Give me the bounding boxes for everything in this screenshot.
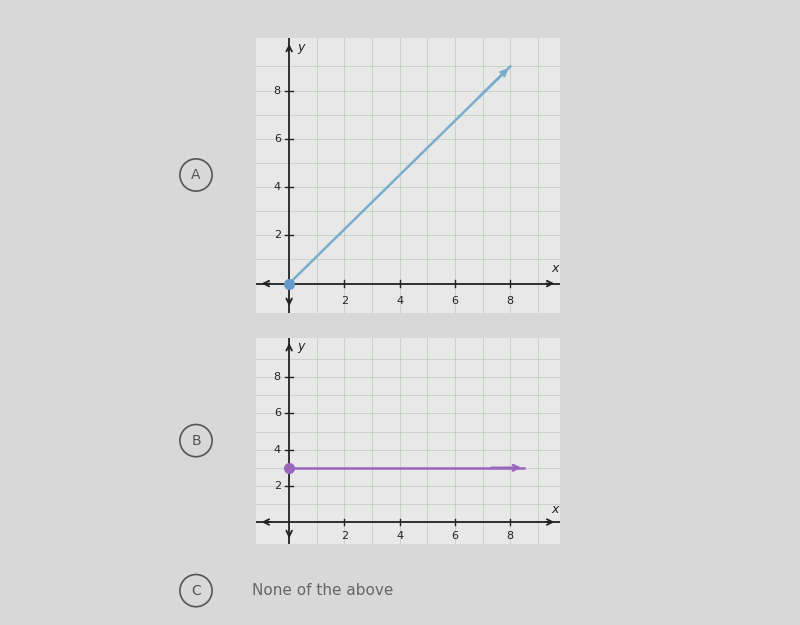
Text: 2: 2 — [274, 481, 281, 491]
Text: y: y — [298, 340, 305, 353]
Text: 4: 4 — [274, 444, 281, 454]
Text: 2: 2 — [274, 230, 281, 240]
Text: B: B — [191, 434, 201, 447]
Text: 6: 6 — [451, 296, 458, 306]
Text: 8: 8 — [506, 296, 514, 306]
Text: 8: 8 — [506, 531, 514, 541]
Text: x: x — [551, 262, 558, 275]
Text: 4: 4 — [274, 182, 281, 192]
Text: 2: 2 — [341, 296, 348, 306]
Text: 4: 4 — [396, 531, 403, 541]
Text: 8: 8 — [274, 86, 281, 96]
Text: C: C — [191, 584, 201, 598]
Text: 8: 8 — [274, 372, 281, 382]
Text: 6: 6 — [274, 134, 281, 144]
Text: y: y — [298, 41, 305, 54]
Text: 2: 2 — [341, 531, 348, 541]
Text: 4: 4 — [396, 296, 403, 306]
Text: None of the above: None of the above — [252, 583, 394, 598]
Text: 6: 6 — [451, 531, 458, 541]
Text: A: A — [191, 168, 201, 182]
Text: 6: 6 — [274, 409, 281, 419]
Text: x: x — [551, 503, 558, 516]
